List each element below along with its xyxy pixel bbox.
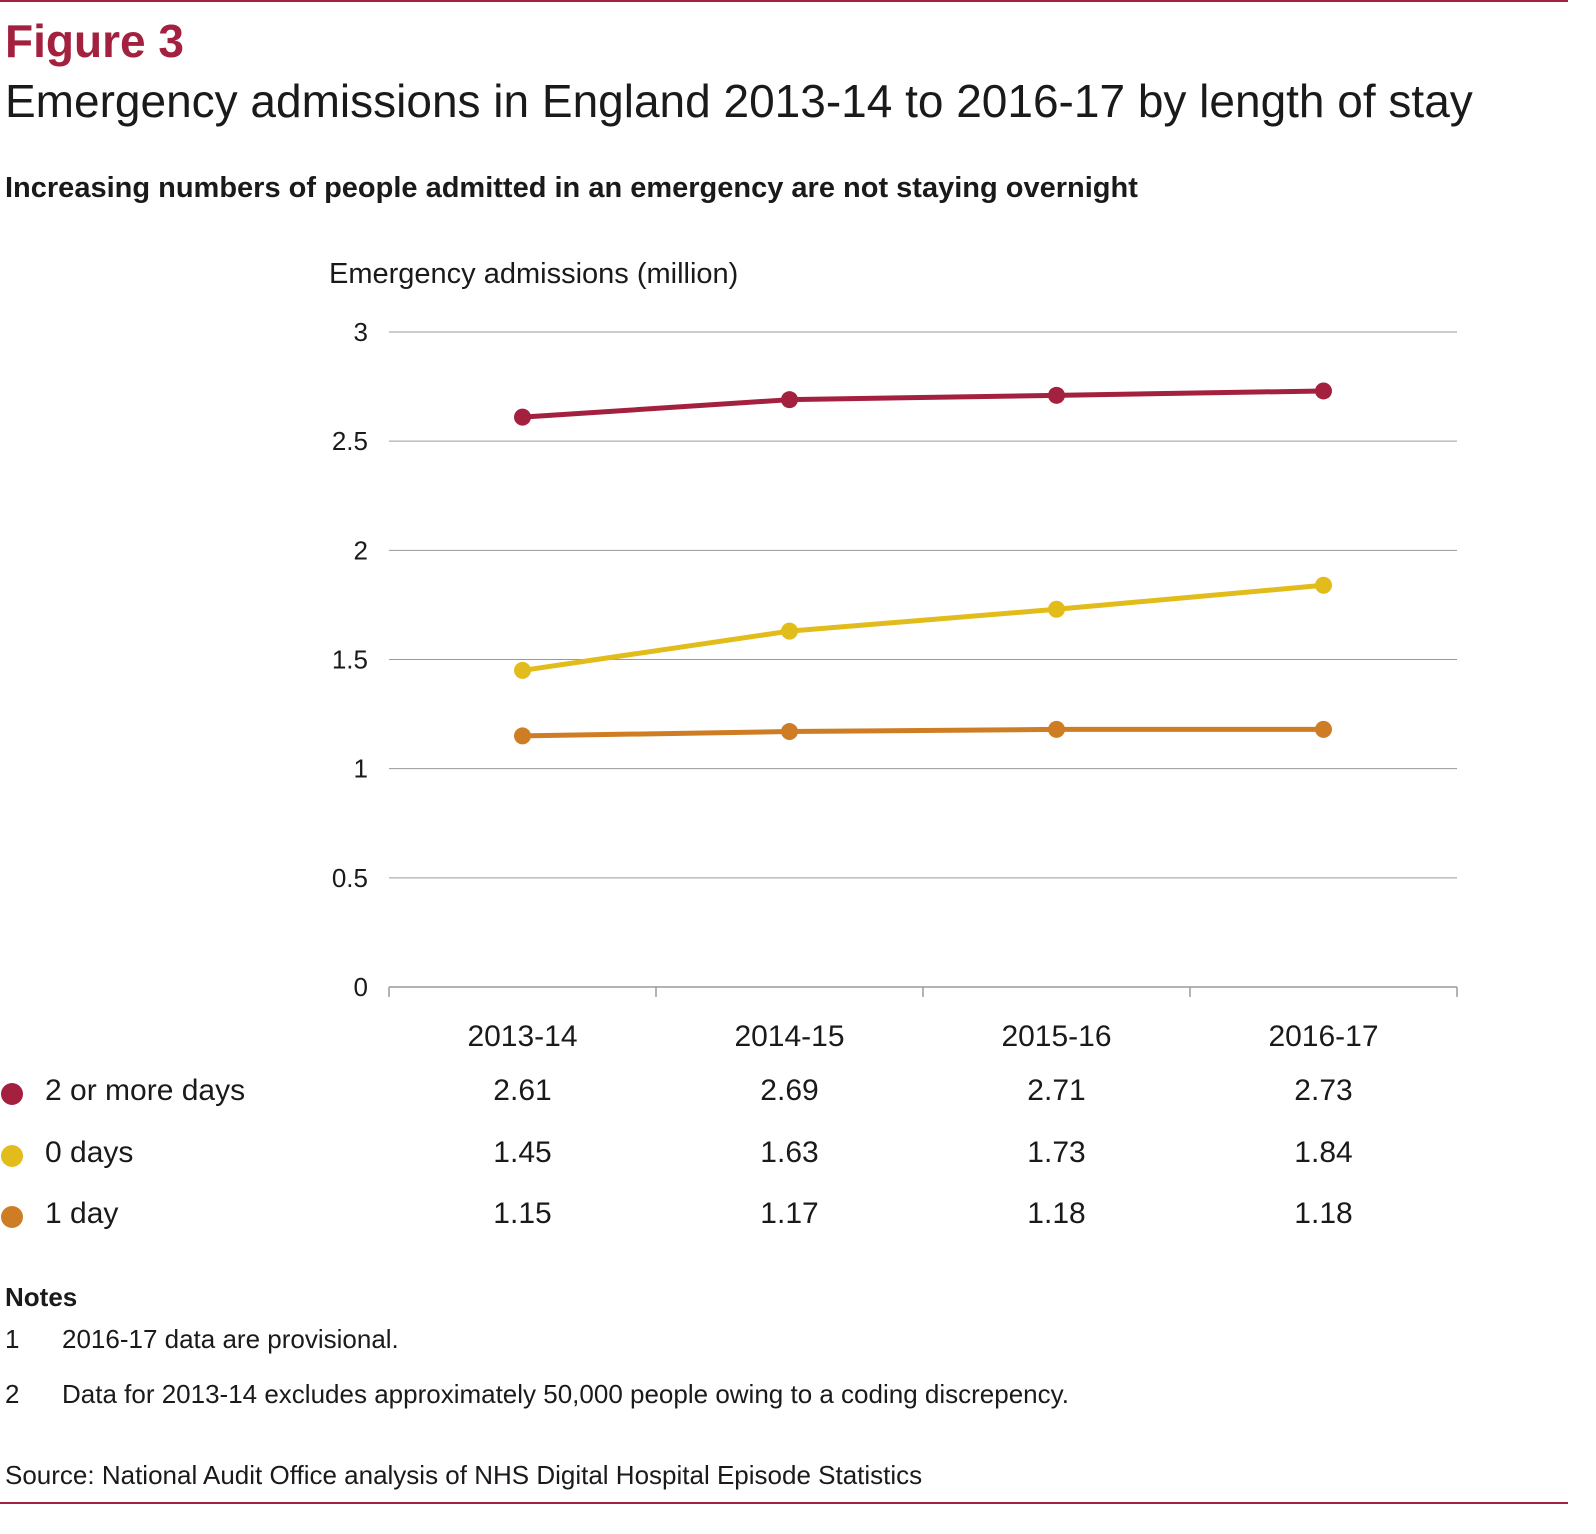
figure-label: Figure 3 [5,15,184,67]
data-point [514,408,531,426]
note-number: 2 [5,1379,20,1409]
data-label: 1.17 [760,1197,819,1230]
data-label: 1.15 [493,1197,552,1230]
data-label: 1.84 [1294,1136,1353,1169]
y-tick-label: 2.5 [332,426,368,456]
notes-heading: Notes [5,1282,78,1312]
note-number: 1 [5,1324,20,1354]
y-tick-label: 2 [354,535,368,565]
x-category-label: 2016-17 [1268,1020,1378,1053]
x-category-label: 2015-16 [1001,1020,1111,1053]
data-label: 1.63 [760,1136,819,1169]
x-category-label: 2013-14 [467,1020,577,1053]
data-label: 1.45 [493,1136,552,1169]
y-axis-label: Emergency admissions (million) [329,258,738,290]
y-tick-label: 0 [354,972,368,1002]
data-label: 2.73 [1294,1074,1353,1107]
legend-marker-icon [1,1206,23,1228]
y-tick-label: 0.5 [332,863,368,893]
legend-label: 2 or more days [45,1074,246,1107]
data-label: 1.18 [1294,1197,1353,1230]
source-note: Source: National Audit Office analysis o… [5,1460,923,1490]
figure-subtitle: Increasing numbers of people admitted in… [5,172,1138,204]
data-point [1048,720,1065,738]
legend-row: 2 or more days 2.61 2.69 2.71 2.73 [0,1070,1568,1120]
series-line [522,388,1324,420]
data-point [514,661,531,679]
data-point [514,727,531,745]
legend-row: 1 day 1.15 1.17 1.18 1.18 [0,1193,1568,1243]
legend-label: 1 day [45,1197,119,1230]
legend-row: 0 days 1.45 1.63 1.73 1.84 [0,1132,1568,1182]
note-text: 2016-17 data are provisional. [62,1324,399,1354]
data-point [1048,386,1065,404]
x-category-label: 2014-15 [734,1020,844,1053]
data-point [1315,382,1332,400]
top-rule [0,0,1568,2]
y-tick-label: 1.5 [332,645,368,675]
data-point [781,622,798,640]
figure-title: Emergency admissions in England 2013-14 … [5,75,1473,127]
y-tick-label: 1 [354,754,368,784]
data-point [781,391,798,409]
legend-marker-icon [1,1083,23,1105]
data-label: 2.71 [1027,1074,1086,1107]
data-label: 1.73 [1027,1136,1086,1169]
data-point [1315,576,1332,594]
data-point [1048,600,1065,618]
line-chart: Emergency admissions (million) 0 0.5 1 1.5 2… [329,258,1458,1053]
bottom-rule [0,1502,1568,1504]
note-text: Data for 2013-14 excludes approximately … [62,1379,1069,1409]
data-label: 2.61 [493,1074,552,1107]
data-label: 1.18 [1027,1197,1086,1230]
data-point [781,723,798,741]
legend-marker-icon [1,1145,23,1167]
y-tick-label: 3 [354,317,368,347]
data-point [1315,720,1332,738]
legend-label: 0 days [45,1136,134,1169]
series-line [522,726,1324,739]
data-label: 2.69 [760,1074,819,1107]
series-line [522,582,1324,673]
